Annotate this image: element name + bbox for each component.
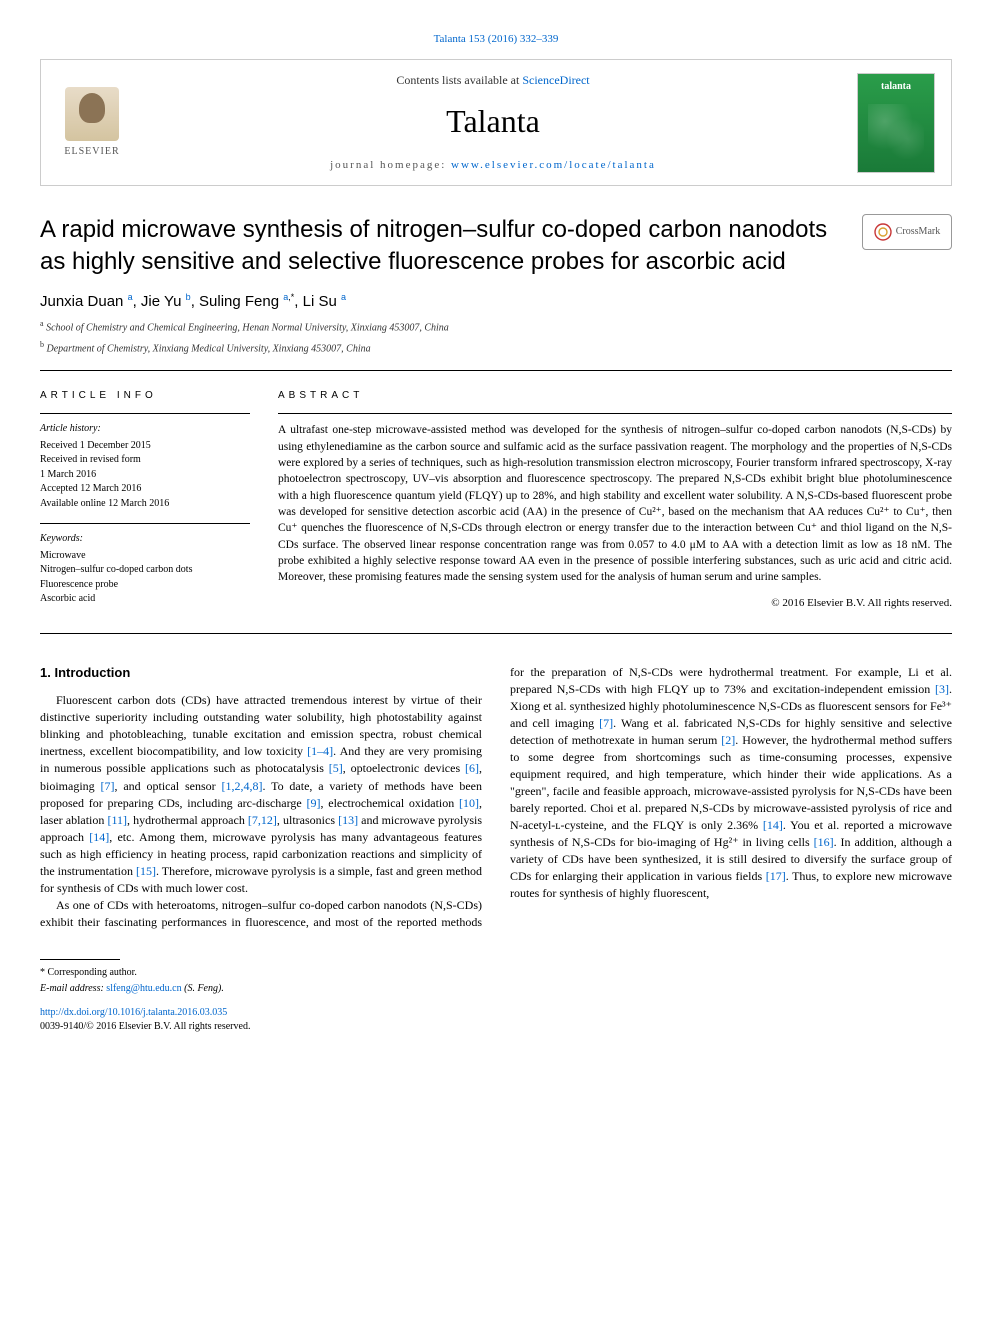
keyword: Microwave [40,549,250,564]
email-link[interactable]: slfeng@htu.edu.cn [106,983,181,994]
doi-line: http://dx.doi.org/10.1016/j.talanta.2016… [40,1006,952,1020]
affiliations-block: a School of Chemistry and Chemical Engin… [40,318,952,357]
email-label: E-mail address: [40,983,106,994]
doi-link[interactable]: http://dx.doi.org/10.1016/j.talanta.2016… [40,1007,227,1018]
citation-link[interactable]: Talanta 153 (2016) 332–339 [434,33,559,45]
sciencedirect-link[interactable]: ScienceDirect [522,73,589,87]
footer-divider [40,959,120,960]
contents-line: Contents lists available at ScienceDirec… [145,72,841,89]
rule-under-info-heading [40,413,250,414]
elsevier-label: ELSEVIER [64,145,119,159]
journal-name: Talanta [145,99,841,144]
intro-paragraph-1: Fluorescent carbon dots (CDs) have attra… [40,692,482,896]
history-line: Available online 12 March 2016 [40,497,250,512]
elsevier-logo: ELSEVIER [57,83,127,163]
info-abstract-row: ARTICLE INFO Article history: Received 1… [40,389,952,619]
abstract-column: ABSTRACT A ultrafast one-step microwave-… [278,389,952,619]
history-line: Accepted 12 March 2016 [40,482,250,497]
contents-prefix: Contents lists available at [396,73,522,87]
rule-below-abstract [40,633,952,634]
affiliation-text: Department of Chemistry, Xinxiang Medica… [47,343,371,354]
crossmark-icon [874,223,892,241]
body-two-columns: 1. Introduction Fluorescent carbon dots … [40,664,952,931]
authors-line: Junxia Duan a, Jie Yu b, Suling Feng a,*… [40,291,952,312]
affiliation-text: School of Chemistry and Chemical Enginee… [46,322,449,333]
email-name: (S. Feng). [182,983,224,994]
homepage-line: journal homepage: www.elsevier.com/locat… [145,158,841,173]
affiliation-b: b Department of Chemistry, Xinxiang Medi… [40,339,952,356]
affiliation-a: a School of Chemistry and Chemical Engin… [40,318,952,335]
homepage-link[interactable]: www.elsevier.com/locate/talanta [451,159,656,171]
homepage-label: journal homepage: [330,159,451,171]
email-line: E-mail address: slfeng@htu.edu.cn (S. Fe… [40,982,952,996]
rule-under-abstract-heading [278,413,952,414]
section-heading-introduction: 1. Introduction [40,664,482,682]
footer-block: * Corresponding author. E-mail address: … [40,959,952,1034]
journal-cover-thumbnail: talanta [857,73,935,173]
keywords-label: Keywords: [40,532,250,547]
history-label: Article history: [40,422,250,437]
article-info-heading: ARTICLE INFO [40,389,250,403]
crossmark-label: CrossMark [896,225,940,239]
affiliation-sup: b [40,340,44,349]
article-title: A rapid microwave synthesis of nitrogen–… [40,214,846,276]
rule-above-keywords [40,523,250,524]
keywords-list: Microwave Nitrogen–sulfur co-doped carbo… [40,549,250,607]
abstract-copyright: © 2016 Elsevier B.V. All rights reserved… [278,596,952,611]
page-header-citation: Talanta 153 (2016) 332–339 [40,32,952,47]
corresponding-author-note: * Corresponding author. [40,966,952,980]
keyword: Ascorbic acid [40,592,250,607]
issn-copyright-line: 0039-9140/© 2016 Elsevier B.V. All right… [40,1020,952,1034]
affiliation-sup: a [40,319,44,328]
title-row: A rapid microwave synthesis of nitrogen–… [40,214,952,276]
keywords-block: Keywords: Microwave Nitrogen–sulfur co-d… [40,532,250,607]
abstract-text: A ultrafast one-step microwave-assisted … [278,422,952,585]
elsevier-tree-icon [65,87,119,141]
history-line: Received in revised form [40,453,250,468]
header-center: Contents lists available at ScienceDirec… [145,72,841,173]
rule-above-info [40,370,952,371]
keyword: Nitrogen–sulfur co-doped carbon dots [40,563,250,578]
article-info-column: ARTICLE INFO Article history: Received 1… [40,389,250,619]
crossmark-badge[interactable]: CrossMark [862,214,952,250]
history-line: Received 1 December 2015 [40,439,250,454]
keyword: Fluorescence probe [40,578,250,593]
journal-cover-label: talanta [858,80,934,94]
history-line: 1 March 2016 [40,468,250,483]
journal-header-box: ELSEVIER Contents lists available at Sci… [40,59,952,186]
abstract-heading: ABSTRACT [278,389,952,403]
article-history-block: Article history: Received 1 December 201… [40,422,250,511]
